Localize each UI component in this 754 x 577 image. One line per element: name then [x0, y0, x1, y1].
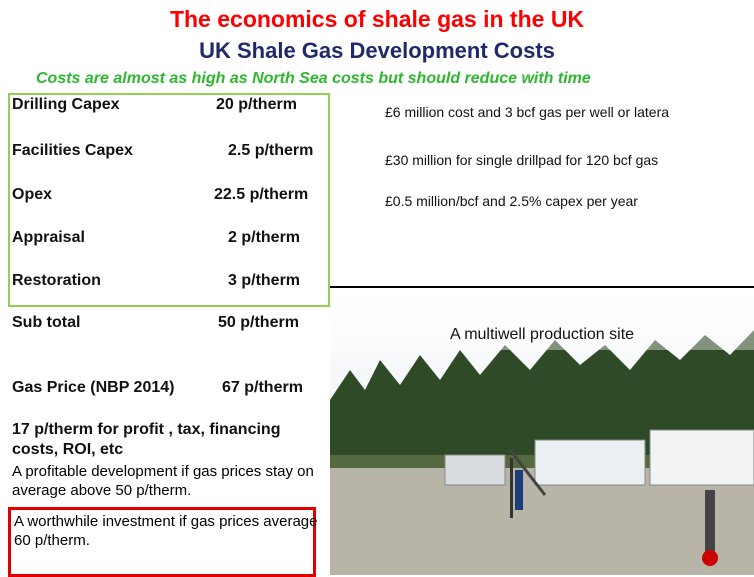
photo-caption: A multiwell production site [330, 326, 754, 344]
margin-text: 17 p/therm for profit , tax, financing c… [12, 420, 328, 460]
row-label: Sub total [12, 314, 80, 332]
profitable-text: A profitable development if gas prices s… [12, 462, 328, 500]
note: £0.5 million/bcf and 2.5% capex per year [385, 193, 638, 209]
row-label: Drilling Capex [12, 96, 120, 114]
row-label: Restoration [12, 272, 101, 290]
row-label: Gas Price (NBP 2014) [12, 379, 174, 397]
row-label: Facilities Capex [12, 142, 133, 160]
row-value: 50 p/therm [218, 314, 299, 332]
divider [330, 286, 754, 288]
slide: The economics of shale gas in the UK UK … [0, 0, 754, 575]
note: £30 million for single drillpad for 120 … [385, 152, 658, 168]
row-value: 3 p/therm [228, 272, 300, 290]
row-value: 22.5 p/therm [214, 186, 308, 204]
tagline: Costs are almost as high as North Sea co… [36, 70, 591, 88]
note: £6 million cost and 3 bcf gas per well o… [385, 104, 669, 120]
subtitle: UK Shale Gas Development Costs [0, 38, 754, 64]
row-label: Appraisal [12, 229, 85, 247]
worthwhile-text: A worthwhile investment if gas prices av… [14, 512, 318, 550]
row-label: Opex [12, 186, 52, 204]
title: The economics of shale gas in the UK [0, 6, 754, 33]
row-value: 2.5 p/therm [228, 142, 313, 160]
row-value: 67 p/therm [222, 379, 303, 397]
row-value: 2 p/therm [228, 229, 300, 247]
row-value: 20 p/therm [216, 96, 297, 114]
